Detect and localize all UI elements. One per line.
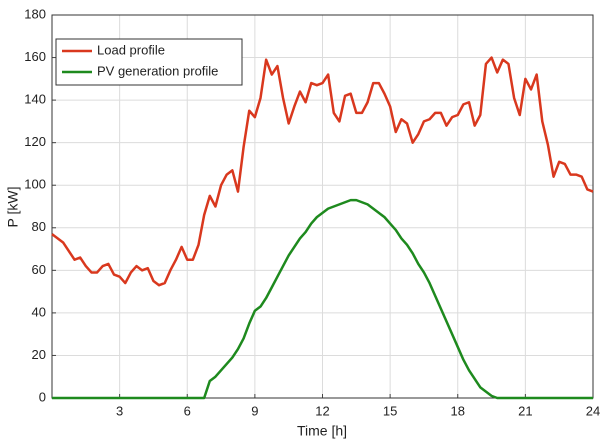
x-tick-label: 12 <box>315 403 329 418</box>
y-tick-label: 20 <box>32 347 46 362</box>
y-tick-label: 0 <box>39 389 46 404</box>
plot-frame <box>51 14 594 399</box>
y-tick-label: 120 <box>24 134 46 149</box>
x-tick-label: 15 <box>383 403 397 418</box>
series-line <box>52 198 593 400</box>
y-tick-label: 160 <box>24 49 46 64</box>
y-tick-label: 180 <box>24 6 46 21</box>
y-axis-label: P [kW] <box>5 187 21 228</box>
x-tick-label: 9 <box>251 403 258 418</box>
x-axis-label: Time [h] <box>297 423 347 439</box>
legend-box <box>55 38 243 86</box>
x-tick-label: 21 <box>518 403 532 418</box>
y-tick-label: 80 <box>32 219 46 234</box>
y-tick-label: 40 <box>32 304 46 319</box>
y-tick-label: 140 <box>24 92 46 107</box>
series-line <box>51 56 594 287</box>
legend-label: PV generation profile <box>97 63 218 78</box>
x-tick-label: 3 <box>116 403 123 418</box>
y-tick-label: 60 <box>32 262 46 277</box>
x-tick-label: 18 <box>451 403 465 418</box>
y-tick-label: 100 <box>24 177 46 192</box>
x-tick-label: 6 <box>184 403 191 418</box>
legend-label: Load profile <box>97 42 165 57</box>
x-tick-label: 24 <box>586 403 600 418</box>
